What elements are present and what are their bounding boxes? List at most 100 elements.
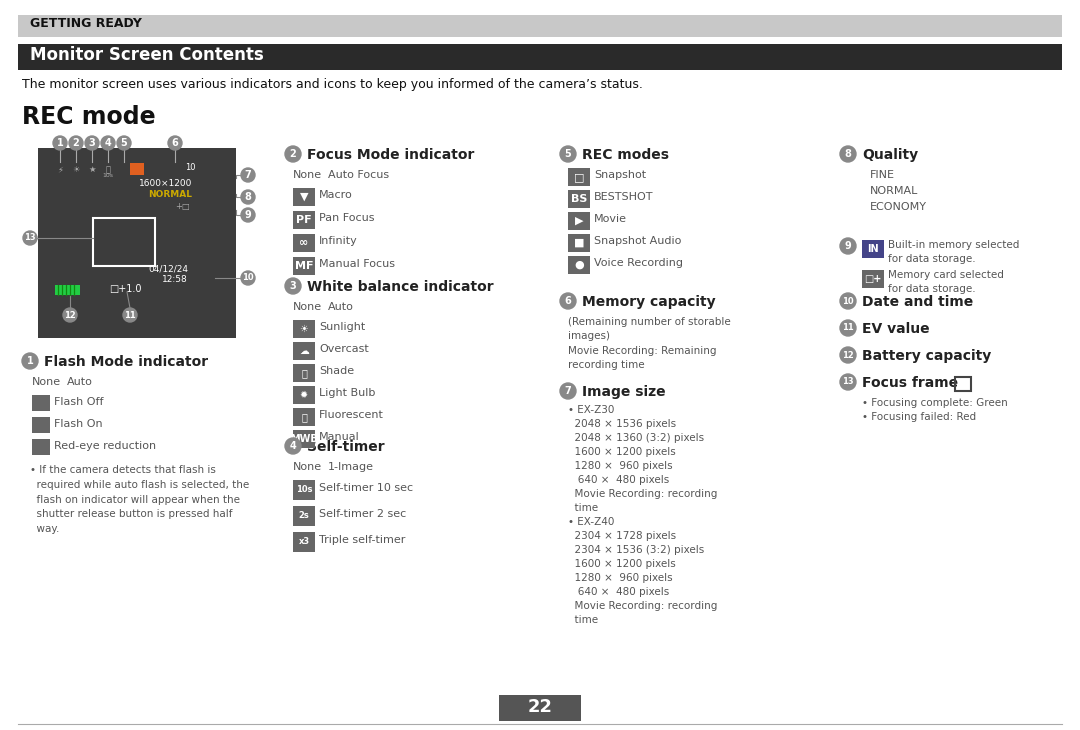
Circle shape	[241, 271, 255, 285]
Text: Manual: Manual	[319, 432, 360, 442]
Bar	[55, 285, 80, 295]
Text: PF: PF	[296, 215, 312, 225]
Text: 12: 12	[842, 350, 854, 359]
Text: Triple self-timer: Triple self-timer	[319, 535, 405, 545]
Text: Flash Off: Flash Off	[54, 397, 104, 407]
Text: • Focusing complete: Green: • Focusing complete: Green	[862, 398, 1008, 408]
Text: 10: 10	[185, 163, 195, 172]
Text: 1600×1200: 1600×1200	[138, 179, 192, 188]
Bar	[293, 532, 315, 552]
Text: NORMAL: NORMAL	[870, 186, 918, 196]
Text: ✹: ✹	[300, 390, 308, 400]
Text: Focus frame: Focus frame	[862, 376, 958, 390]
Text: 3: 3	[289, 281, 296, 291]
Text: FINE: FINE	[870, 170, 895, 180]
Bar	[32, 417, 50, 433]
Circle shape	[241, 208, 255, 222]
Text: Memory card selected
for data storage.: Memory card selected for data storage.	[888, 270, 1004, 294]
Text: Quality: Quality	[862, 148, 918, 162]
Text: EV value: EV value	[862, 322, 930, 336]
Text: ☀: ☀	[299, 324, 309, 334]
Text: BS: BS	[571, 194, 588, 204]
Text: Monitor Screen Contents: Monitor Screen Contents	[30, 46, 264, 64]
Text: □+: □+	[864, 274, 881, 284]
Text: Shade: Shade	[319, 366, 354, 376]
Text: ★: ★	[89, 165, 96, 174]
Bar	[293, 188, 315, 206]
Circle shape	[840, 374, 856, 390]
Circle shape	[69, 136, 83, 150]
Text: None: None	[32, 377, 62, 387]
Text: 12: 12	[64, 310, 76, 320]
Circle shape	[285, 146, 301, 162]
Text: 3: 3	[89, 138, 95, 148]
Circle shape	[53, 136, 67, 150]
Text: Pan Focus: Pan Focus	[319, 213, 375, 223]
Text: 6: 6	[172, 138, 178, 148]
Bar	[293, 386, 315, 404]
Text: None: None	[293, 170, 322, 180]
Bar	[293, 342, 315, 360]
Text: Voice Recording: Voice Recording	[594, 258, 683, 268]
Text: Fluorescent: Fluorescent	[319, 410, 383, 420]
Text: Memory capacity: Memory capacity	[582, 295, 716, 309]
Bar	[293, 211, 315, 229]
Text: ●: ●	[575, 260, 584, 270]
Bar	[862, 270, 885, 288]
Text: Image size: Image size	[582, 385, 665, 399]
Text: The monitor screen uses various indicators and icons to keep you informed of the: The monitor screen uses various indicato…	[22, 78, 643, 91]
Text: ▼: ▼	[300, 192, 308, 202]
Circle shape	[561, 146, 576, 162]
Text: 10s: 10s	[103, 173, 113, 178]
Circle shape	[123, 308, 137, 322]
Bar	[955, 377, 971, 391]
Circle shape	[285, 278, 301, 294]
Text: ☀: ☀	[72, 165, 80, 174]
Text: 11: 11	[124, 310, 136, 320]
Circle shape	[840, 146, 856, 162]
Text: ⛰: ⛰	[301, 368, 307, 378]
Text: 4: 4	[289, 441, 296, 451]
Text: 13: 13	[842, 377, 854, 386]
Text: MF: MF	[295, 261, 313, 271]
Bar	[568, 256, 590, 274]
Text: None: None	[293, 462, 322, 472]
Bar	[293, 257, 315, 275]
Circle shape	[840, 320, 856, 336]
Bar	[862, 240, 885, 258]
Text: ECONOMY: ECONOMY	[870, 202, 927, 212]
Circle shape	[285, 438, 301, 454]
Bar	[293, 480, 315, 500]
Bar	[568, 190, 590, 208]
Text: 12:58: 12:58	[162, 275, 188, 284]
Text: 8: 8	[244, 192, 252, 202]
Bar	[499, 695, 581, 721]
Text: 22: 22	[527, 698, 553, 716]
Text: Date and time: Date and time	[862, 295, 973, 309]
Text: White balance indicator: White balance indicator	[307, 280, 494, 294]
Text: 13: 13	[24, 234, 36, 242]
Text: Auto: Auto	[67, 377, 93, 387]
Text: □+1.0: □+1.0	[109, 284, 141, 294]
Text: Built-in memory selected
for data storage.: Built-in memory selected for data storag…	[888, 240, 1020, 264]
Text: Light Bulb: Light Bulb	[319, 388, 376, 398]
Circle shape	[840, 238, 856, 254]
Bar	[293, 234, 315, 252]
Text: 1: 1	[56, 138, 64, 148]
Bar	[568, 234, 590, 252]
Bar	[293, 364, 315, 382]
Text: Red-eye reduction: Red-eye reduction	[54, 441, 157, 451]
Text: 7: 7	[565, 386, 571, 396]
Bar	[568, 168, 590, 186]
Text: 5: 5	[121, 138, 127, 148]
Bar	[293, 408, 315, 426]
Bar	[568, 212, 590, 230]
Text: +□: +□	[175, 202, 190, 211]
Text: 10: 10	[242, 274, 254, 283]
Text: Self-timer 2 sec: Self-timer 2 sec	[319, 509, 406, 519]
Circle shape	[561, 293, 576, 309]
Text: Snapshot Audio: Snapshot Audio	[594, 236, 681, 246]
Text: Macro: Macro	[319, 190, 353, 200]
Circle shape	[63, 308, 77, 322]
Circle shape	[117, 136, 131, 150]
